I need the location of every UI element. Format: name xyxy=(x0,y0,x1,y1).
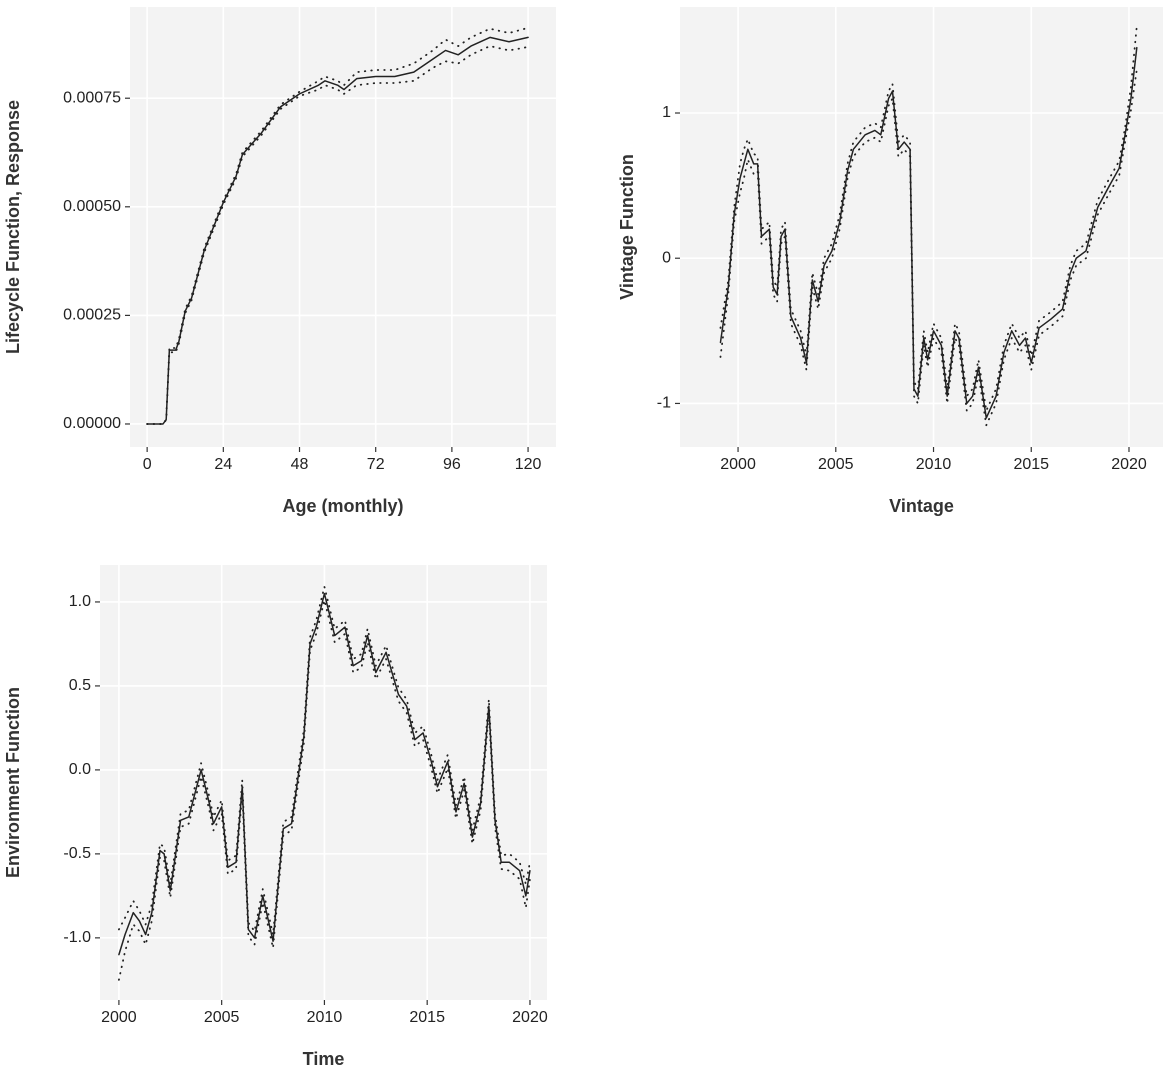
data-line xyxy=(118,592,531,956)
y-tick-label: -1 xyxy=(657,395,671,412)
x-tick-label: 120 xyxy=(515,456,542,473)
panel: 2000 2005 2010 2015 2020 -1.0 -0.5 0.0 0.5 1.0 Tim… xyxy=(3,565,548,1069)
x-tick-label: 2000 xyxy=(720,456,756,473)
y-tick-label: 0.0 xyxy=(69,761,91,778)
axis-title: Vintage xyxy=(889,496,954,516)
axis-title: Age (monthly) xyxy=(283,496,404,516)
panel: 0 24 48 72 96 120 0.00000 0.00025 0.00050 0.00075… xyxy=(3,7,556,516)
y-tick-label: 1.0 xyxy=(69,593,91,610)
axis-title: Vintage Function xyxy=(617,154,637,300)
y-tick-label: 1 xyxy=(662,104,671,121)
axis-title: Environment Function xyxy=(3,687,23,878)
axis-title: Time xyxy=(303,1049,345,1069)
y-tick-label: 0.00050 xyxy=(63,198,121,215)
x-tick-label: 72 xyxy=(367,456,385,473)
x-tick-label: 2010 xyxy=(307,1009,343,1026)
y-tick-label: -0.5 xyxy=(63,845,91,862)
x-tick-label: 2000 xyxy=(101,1009,137,1026)
confidence-band xyxy=(118,599,531,981)
x-tick-label: 2020 xyxy=(1111,456,1147,473)
confidence-band xyxy=(146,26,529,425)
x-tick-label: 2015 xyxy=(1013,456,1049,473)
y-tick-label: 0.00000 xyxy=(63,415,121,432)
panel: 2000 2005 2010 2015 2020 -1 0 1 Vintage Vintage F… xyxy=(617,7,1163,516)
y-tick-label: -1.0 xyxy=(63,929,91,946)
plot-background xyxy=(100,565,547,1000)
x-tick-label: 2020 xyxy=(512,1009,548,1026)
y-tick-label: 0.00075 xyxy=(63,89,121,106)
x-tick-label: 2005 xyxy=(818,456,854,473)
axis-title: Lifecycle Function, Response xyxy=(3,100,23,354)
confidence-band xyxy=(719,68,1138,427)
x-tick-label: 2005 xyxy=(204,1009,240,1026)
x-tick-label: 2010 xyxy=(916,456,952,473)
x-tick-label: 24 xyxy=(214,456,232,473)
plot-background xyxy=(680,7,1163,447)
plot-background xyxy=(130,7,556,447)
y-tick-label: 0.00025 xyxy=(63,307,121,324)
x-tick-label: 0 xyxy=(143,456,152,473)
x-tick-label: 2015 xyxy=(409,1009,445,1026)
y-tick-label: 0.5 xyxy=(69,677,91,694)
x-tick-label: 48 xyxy=(291,456,309,473)
x-tick-label: 96 xyxy=(443,456,461,473)
confidence-band xyxy=(146,45,529,425)
y-tick-label: 0 xyxy=(662,249,671,266)
